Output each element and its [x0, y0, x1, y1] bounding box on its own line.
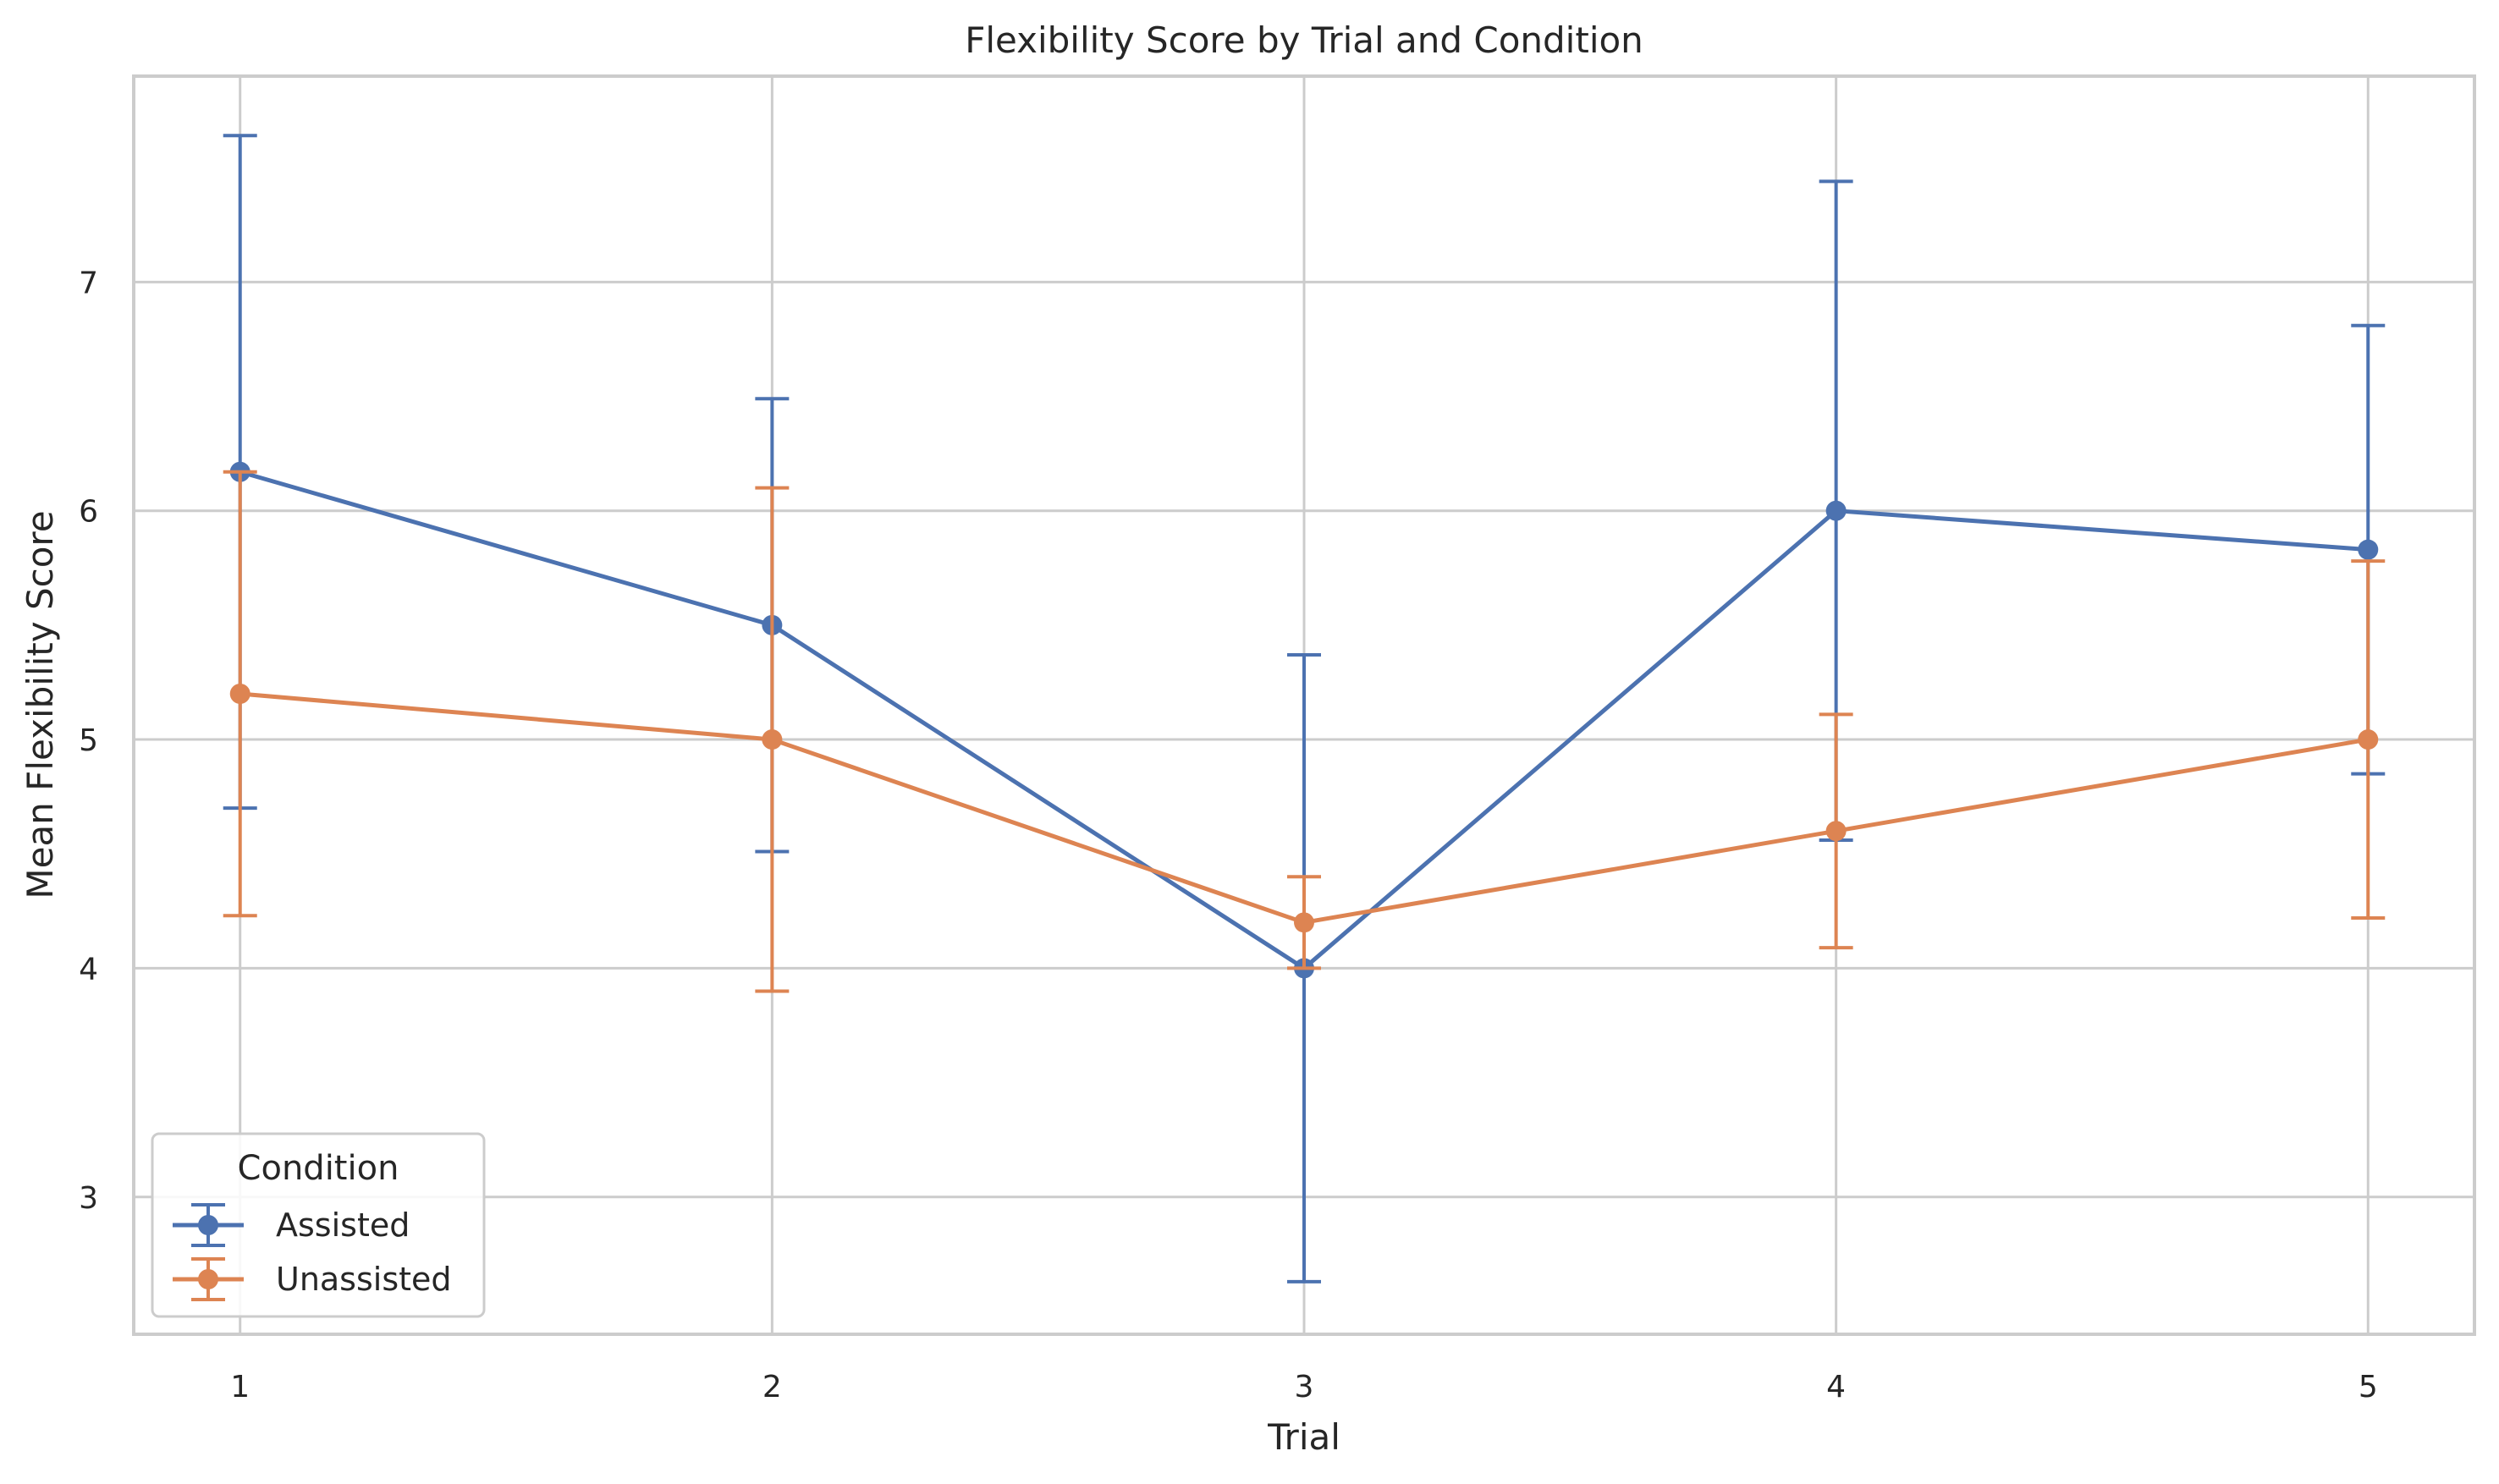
x-tick-label: 1 — [230, 1370, 250, 1404]
y-tick-label: 4 — [79, 952, 98, 987]
x-tick-label: 5 — [2359, 1370, 2378, 1404]
y-tick-label: 6 — [79, 495, 98, 530]
legend-marker — [198, 1269, 218, 1289]
legend-marker — [198, 1215, 218, 1235]
legend-items: Assisted Unassisted — [173, 1203, 452, 1301]
series-unassisted — [223, 470, 2386, 993]
data-point — [2358, 729, 2379, 750]
legend-item-assisted: Assisted — [173, 1203, 410, 1247]
legend-item-unassisted: Unassisted — [173, 1257, 452, 1301]
y-axis-label: Mean Flexibility Score — [19, 510, 61, 899]
legend-title: Condition — [238, 1149, 399, 1188]
data-point — [762, 729, 783, 750]
x-tick-label: 4 — [1826, 1370, 1846, 1404]
data-point — [229, 683, 250, 704]
legend-label: Unassisted — [276, 1261, 452, 1298]
chart-title: Flexibility Score by Trial and Condition — [965, 19, 1643, 61]
y-tick-label: 5 — [79, 723, 98, 758]
y-tick-label: 3 — [79, 1181, 98, 1216]
legend: Condition Assisted Unassisted — [151, 1132, 486, 1318]
plot-frame — [132, 74, 2476, 1336]
series-layer — [223, 134, 2386, 1283]
legend-box — [151, 1132, 486, 1318]
data-point — [1825, 500, 1847, 521]
x-tick-label: 2 — [762, 1370, 782, 1404]
y-tick-label: 7 — [79, 266, 98, 300]
data-point — [2358, 539, 2379, 560]
x-axis-label: Trial — [1267, 1416, 1340, 1458]
data-point — [1825, 821, 1847, 842]
data-point — [1294, 912, 1314, 933]
legend-label: Assisted — [276, 1206, 410, 1244]
tick-labels: 1 2 3 4 5 3 4 5 6 7 — [79, 266, 2378, 1404]
x-tick-label: 3 — [1295, 1370, 1314, 1404]
